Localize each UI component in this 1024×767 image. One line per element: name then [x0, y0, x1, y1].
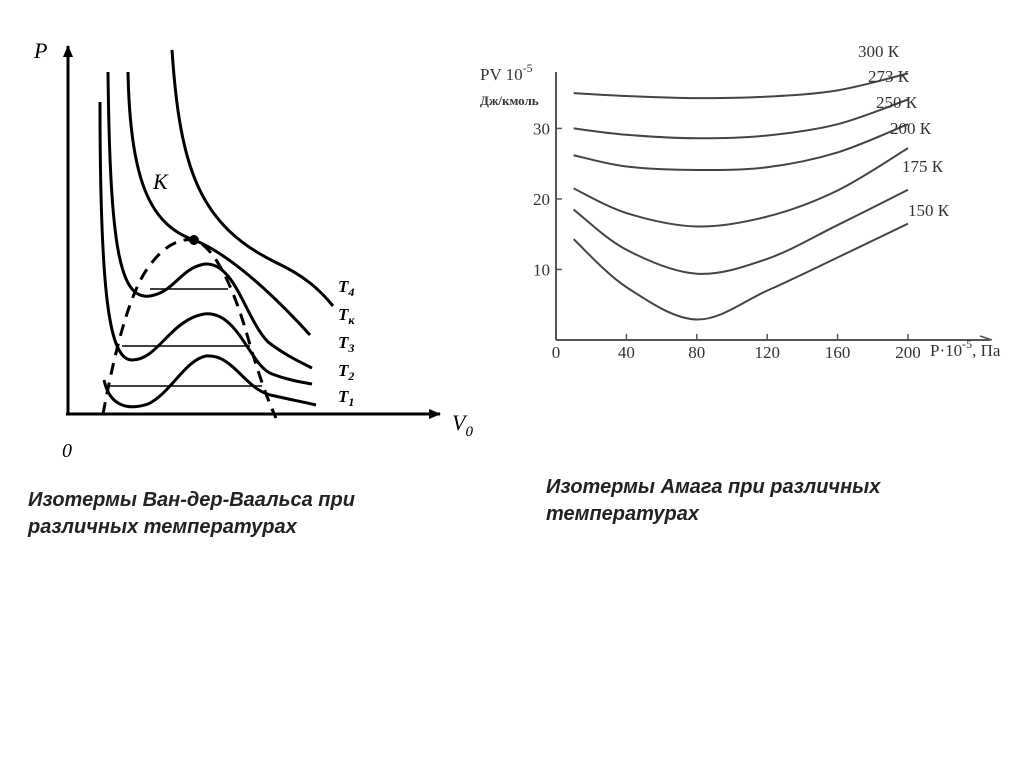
amagat-y-tick-label: 20	[533, 190, 550, 209]
vdw-isotherm-t4	[170, 49, 335, 307]
amagat-series-label: 150 К	[908, 201, 950, 220]
amagat-series-line	[572, 222, 909, 321]
amagat-y-axis-label: PV 10-5	[480, 61, 533, 84]
vdw-x-axis-label: V0	[452, 410, 473, 440]
amagat-series-label: 273 К	[868, 67, 910, 86]
amagat-y-tick-label: 10	[533, 260, 550, 279]
amagat-series-line	[573, 72, 909, 100]
vdw-series-label-t1: T1	[338, 387, 354, 409]
amagat-series-line	[573, 98, 909, 140]
amagat-series-line	[572, 188, 909, 275]
amagat-x-axis-tip	[979, 335, 993, 341]
amagat-lines	[572, 72, 909, 321]
amagat-x-tick-label: 120	[754, 343, 780, 362]
vdw-critical-label: К	[152, 169, 169, 194]
vdw-caption: Изотермы Ван-дер-Ваальса при различных т…	[28, 489, 355, 538]
amagat-series-labels: 300 К 273 К 250 К 200 К 175 К 150 К	[858, 42, 950, 220]
amagat-y-tick-label: 30	[533, 119, 550, 138]
vdw-series-label-t2: T2	[338, 361, 354, 383]
amagat-x-tick-label: 40	[618, 343, 635, 362]
vdw-critical-point	[189, 235, 199, 245]
amagat-caption: Изотермы Амага при различных температура…	[546, 476, 881, 525]
amagat-x-tick-label: 160	[825, 343, 851, 362]
vdw-isotherm-t3	[106, 71, 313, 370]
amagat-series-label: 300 К	[858, 42, 900, 61]
amagat-x-tick-label: 80	[688, 343, 705, 362]
amagat-ticks: 0 40 80 120 160 200 10 20 30	[533, 119, 921, 362]
vdw-isotherm-t1	[102, 354, 317, 409]
vdw-origin-label: 0	[62, 440, 72, 462]
vdw-series-label-t3: T3	[338, 333, 354, 355]
amagat-series-label: 250 К	[876, 93, 918, 112]
vdw-y-axis-label: P	[33, 38, 47, 63]
vdw-chart: P V0 0 К T4 Tк T3 T2 T1	[33, 38, 473, 462]
amagat-series-label: 200 К	[890, 119, 932, 138]
amagat-series-line	[573, 147, 909, 228]
amagat-x-axis-label: P·10-5, Па	[930, 337, 1001, 360]
amagat-x-tick-label: 0	[552, 343, 561, 362]
amagat-series-line	[573, 123, 909, 172]
vdw-binodal	[101, 238, 278, 419]
vdw-series-label-tk: Tк	[338, 305, 355, 327]
amagat-series-label: 175 К	[902, 157, 944, 176]
amagat-x-tick-label: 200	[895, 343, 921, 362]
amagat-chart: PV 10-5 Дж/кмоль P·10-5, Па 0 40 80 120 160 2…	[480, 42, 1001, 362]
vdw-series-label-t4: T4	[338, 277, 354, 299]
vdw-isotherm-t2	[98, 101, 313, 386]
amagat-y-axis-unit: Дж/кмоль	[480, 93, 539, 108]
